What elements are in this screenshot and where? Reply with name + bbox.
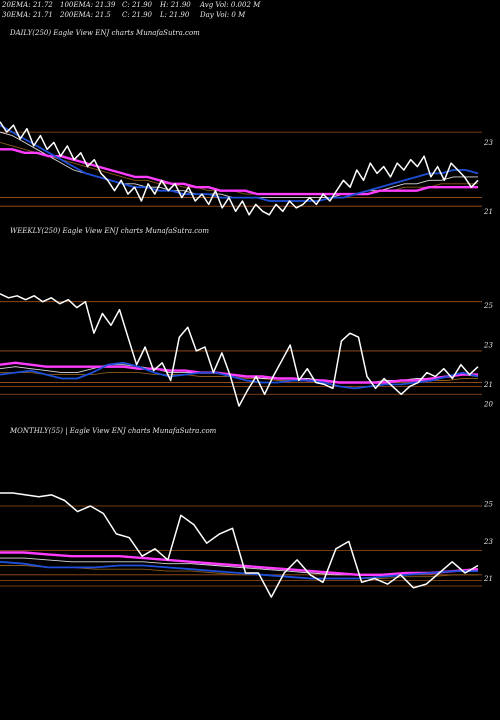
y-tick-label: 25 xyxy=(483,501,493,509)
ema-blue-line xyxy=(0,361,479,390)
header-low: L: 21.90 xyxy=(159,11,190,19)
y-tick-label: 23 xyxy=(483,538,493,546)
daily-panel: 23 21 xyxy=(0,121,493,216)
header-ema100: 100EMA: 21.39 xyxy=(60,1,116,9)
header-high: H: 21.90 xyxy=(159,1,191,9)
ema-magenta-line xyxy=(0,148,478,196)
ema-blue-line xyxy=(0,124,479,202)
y-tick-label: 23 xyxy=(483,139,493,147)
indicator-header: 20EMA: 21.72 100EMA: 21.39 C: 21.90 H: 2… xyxy=(1,1,261,19)
header-day-volume: Day Vol: 0 M xyxy=(199,11,246,19)
header-avg-volume: Avg Vol: 0.002 M xyxy=(199,1,261,9)
ema-magenta-line xyxy=(0,551,479,576)
weekly-panel: 25 23 21 20 xyxy=(0,293,493,409)
monthly-panel-title: MONTHLY(55) | Eagle View ENJ charts Muna… xyxy=(9,427,217,435)
header-ema20: 20EMA: 21.72 xyxy=(1,1,53,9)
y-tick-label: 21 xyxy=(483,381,493,389)
header-close-2: C: 21.90 xyxy=(122,11,153,19)
monthly-panel: 25 23 21 xyxy=(0,492,493,598)
ema-blue-line xyxy=(0,560,478,580)
price-line xyxy=(0,492,479,598)
y-tick-label: 20 xyxy=(483,401,493,409)
y-tick-label: 23 xyxy=(483,342,493,350)
ema-brown-line xyxy=(0,372,478,383)
daily-panel-title: DAILY(250) Eagle View ENJ charts MunafaS… xyxy=(9,29,200,37)
header-ema200: 200EMA: 21.5 xyxy=(59,11,111,19)
y-tick-label: 25 xyxy=(483,302,493,310)
weekly-panel-title: WEEKLY(250) Eagle View ENJ charts Munafa… xyxy=(10,227,209,235)
ema-magenta-line xyxy=(0,361,478,384)
price-line xyxy=(0,121,479,216)
y-tick-label: 21 xyxy=(483,575,493,583)
price-line xyxy=(0,293,479,407)
ema-brown-line xyxy=(0,141,478,195)
header-close: C: 21.90 xyxy=(122,1,153,9)
header-ema30: 30EMA: 21.71 xyxy=(2,11,53,19)
y-tick-label: 21 xyxy=(483,208,493,216)
